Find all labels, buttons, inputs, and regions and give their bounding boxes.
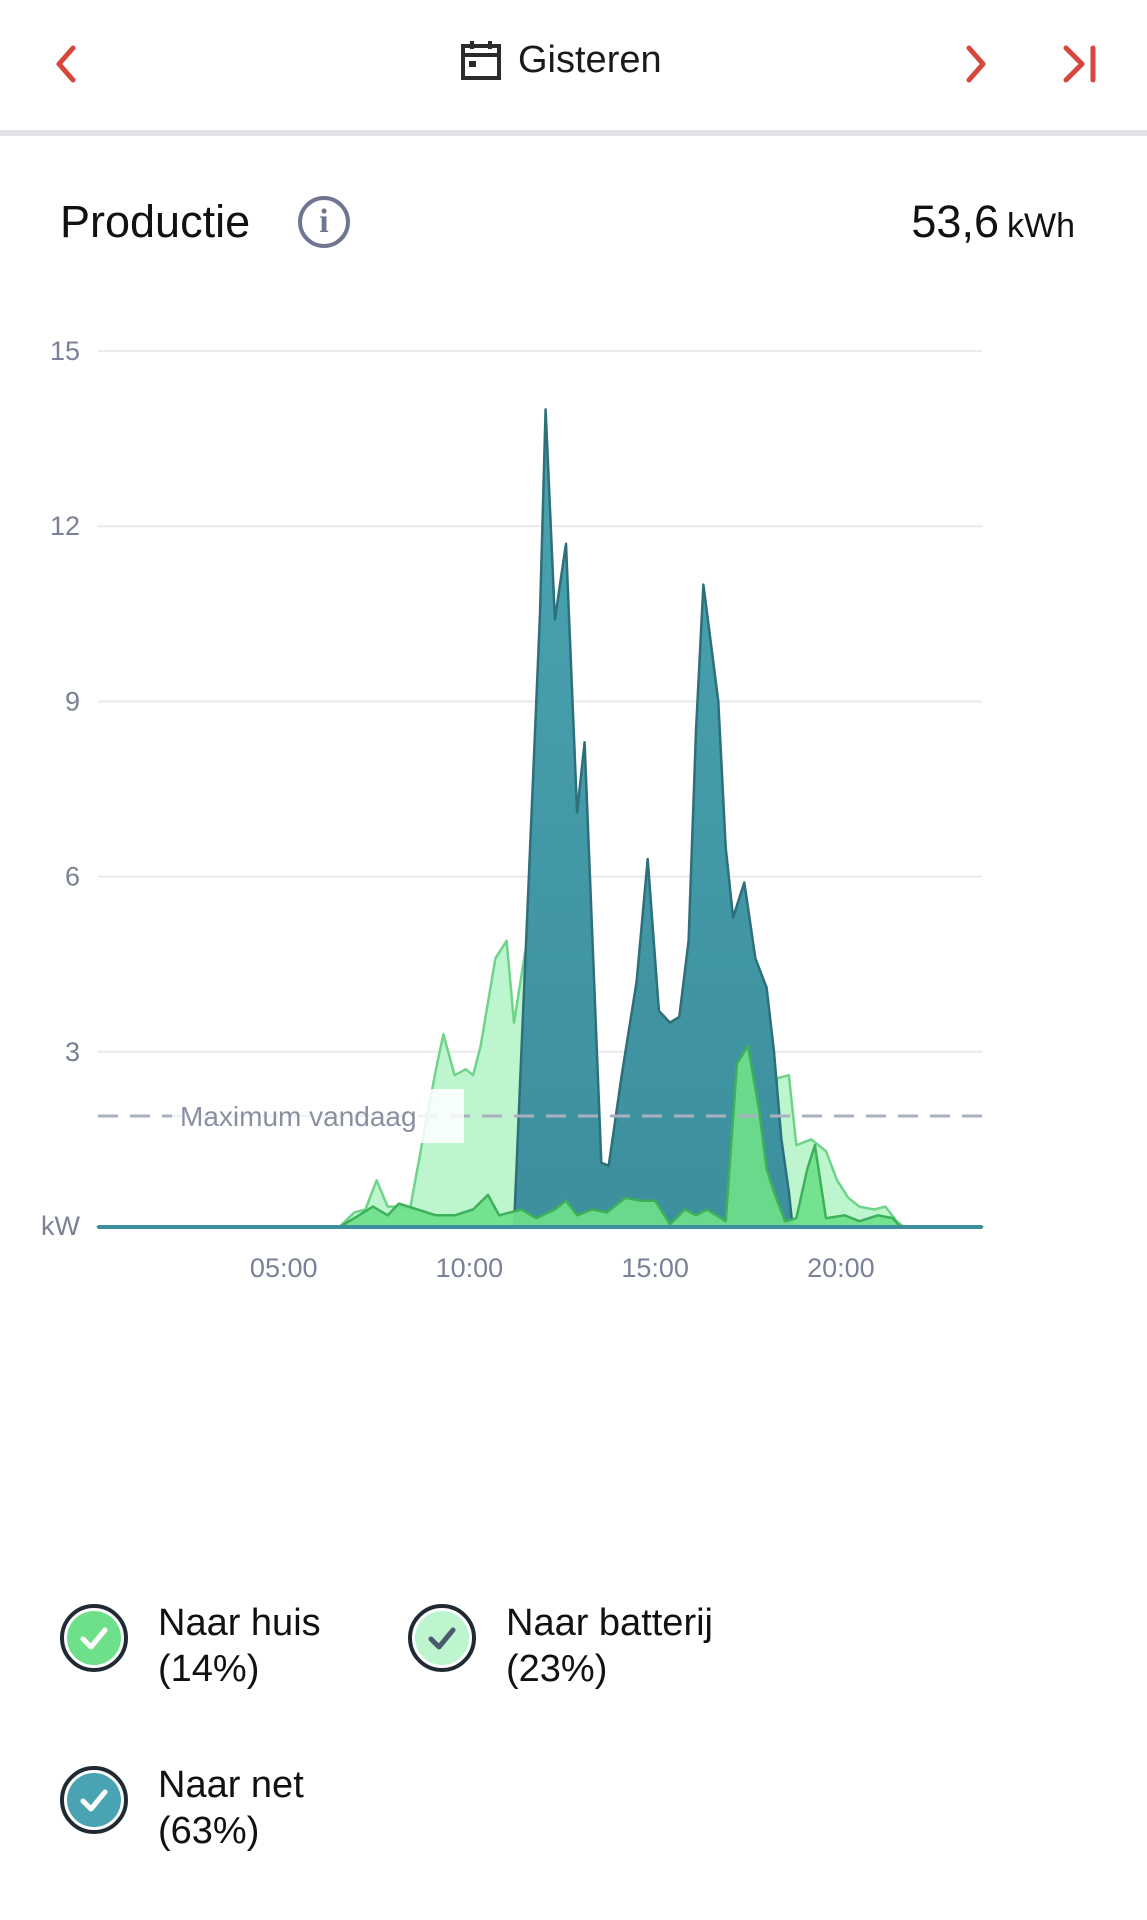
page-title: Productie: [60, 196, 251, 247]
x-tick-label: 10:00: [436, 1253, 504, 1283]
reference-line-label: Maximum vandaag: [180, 1101, 417, 1132]
legend-label: Naar huis: [158, 1602, 321, 1644]
series-area-naar-huis: [96, 1044, 984, 1229]
y-tick-label: 3: [65, 1037, 80, 1067]
x-tick-label: 05:00: [250, 1253, 318, 1283]
date-selector[interactable]: Gisteren: [460, 30, 662, 90]
date-label: Gisteren: [518, 38, 662, 81]
x-tick-label: 20:00: [807, 1253, 875, 1283]
jump-to-today-button[interactable]: [1050, 34, 1110, 94]
axis-labels: 15 12 9 6 3 kW 05:00 10:00 15:00 20:00: [41, 336, 875, 1283]
legend-percent: (23%): [506, 1648, 608, 1690]
y-tick-label: 6: [65, 862, 80, 892]
legend-item-naar-huis[interactable]: Naar huis (14%): [60, 1602, 321, 1692]
y-tick-label: 9: [65, 686, 80, 716]
calendar-icon: [461, 41, 501, 80]
info-button[interactable]: i: [298, 196, 350, 248]
production-header: Productie i 53,6 kWh: [60, 190, 1075, 260]
y-tick-label: 12: [50, 511, 80, 541]
total-value: 53,6: [911, 196, 999, 247]
next-day-button[interactable]: [946, 34, 1006, 94]
top-navigation-bar: Gisteren: [0, 0, 1147, 136]
naar-batterij-toggle[interactable]: [408, 1604, 476, 1672]
check-icon: [67, 1773, 121, 1827]
legend-percent: (63%): [158, 1810, 260, 1852]
legend-text: Naar net (63%): [158, 1762, 304, 1854]
series-area-naar-net: [96, 408, 984, 1229]
skip-to-end-icon: [1063, 45, 1096, 83]
legend-label: Naar net: [158, 1764, 304, 1806]
production-chart: Maximum vandaag 15 12 9 6 3 kW 05:00 10:00 15:00…: [41, 336, 984, 1283]
info-icon: i: [319, 203, 329, 240]
legend-text: Naar huis (14%): [158, 1600, 321, 1692]
check-icon: [67, 1611, 121, 1665]
legend-item-naar-net[interactable]: Naar net (63%): [60, 1764, 304, 1854]
previous-day-button[interactable]: [36, 34, 96, 94]
chevron-right-icon: [966, 45, 986, 83]
x-tick-label: 15:00: [621, 1253, 689, 1283]
total-production: 53,6 kWh: [911, 196, 1075, 248]
y-tick-label: 15: [50, 336, 80, 366]
chart-series: [96, 408, 984, 1229]
legend-text: Naar batterij (23%): [506, 1600, 713, 1692]
naar-net-toggle[interactable]: [60, 1766, 128, 1834]
legend-item-naar-batterij[interactable]: Naar batterij (23%): [408, 1602, 713, 1692]
check-icon: [415, 1611, 469, 1665]
reference-label-background: [172, 1089, 464, 1144]
reference-line-group: Maximum vandaag: [98, 1089, 982, 1144]
naar-huis-toggle[interactable]: [60, 1604, 128, 1672]
legend-percent: (14%): [158, 1648, 260, 1690]
total-unit: kWh: [1007, 207, 1075, 245]
chevron-left-icon: [56, 45, 76, 83]
legend-label: Naar batterij: [506, 1602, 713, 1644]
y-unit-label: kW: [41, 1211, 81, 1241]
